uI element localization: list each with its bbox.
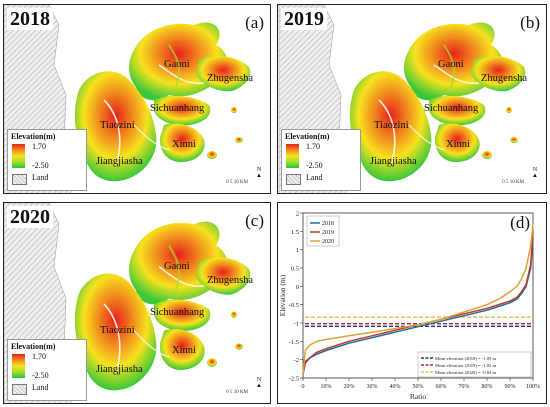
land-swatch [12, 384, 27, 395]
x-tick-label: 90% [505, 384, 516, 390]
mean-legend [417, 351, 532, 378]
x-tick-label: 50% [413, 384, 424, 390]
y-tick-label: 1.5 [291, 229, 299, 236]
legend-high: 1.70 [32, 352, 46, 361]
legend-high: 1.70 [32, 142, 46, 151]
land-swatch [12, 174, 27, 185]
mean-legend-entry: Mean elevation (2019) = -1.02 m [435, 363, 496, 368]
place-xinni: Xinni [172, 139, 196, 150]
elevation-gradient [12, 354, 25, 378]
place-tiaozini: Tiaozini [374, 120, 409, 131]
legend-land: Land [32, 383, 49, 392]
y-tick-label: 0.5 [291, 266, 299, 273]
legend-entry: 2019 [322, 230, 334, 236]
place-sichuanhang: Sichuanhang [150, 103, 205, 114]
chart-svg: 21.510.50-0.5-1-1.5-2-2.50 10% 20% 30% 40% 50… [278, 211, 540, 402]
place-sichuanhang: Sichuanhang [424, 103, 479, 114]
panel-letter: (d) [510, 213, 530, 232]
year-label: 2019 [281, 8, 327, 30]
y-tick-label: 2 [296, 211, 299, 218]
x-tick-label: 0 [302, 384, 305, 390]
legend-title: Elevation(m) [285, 132, 330, 141]
place-jiangjiasha: Jiangjiasha [370, 156, 417, 167]
panel-letter: (b) [520, 13, 540, 32]
y-tick-label: -1.5 [289, 339, 299, 346]
place-tiaozini: Tiaozini [100, 120, 135, 131]
legend-low: -2.50 [32, 161, 49, 170]
x-tick-label: 70% [459, 384, 470, 390]
place-zhugensha: Zhugensha [207, 275, 254, 286]
place-jiangjiasha: Jiangjiasha [96, 364, 143, 375]
x-tick-label: 40% [390, 384, 401, 390]
y-axis-label: Elevation (m) [278, 274, 287, 316]
north-arrow-icon: N ▲ [256, 167, 262, 179]
panel-letter: (c) [245, 211, 264, 230]
map-panel-2020: 2020 (c) Gaoni Zhugensha Sichuanhang Tia… [3, 202, 271, 404]
mean-legend-entry: Mean elevation (2020) = -0.84 m [435, 370, 496, 375]
x-tick-label: 30% [367, 384, 378, 390]
y-tick-label: -0.5 [289, 302, 299, 309]
elevation-legend: Elevation(m) 1.70 -2.50 Land [7, 339, 87, 401]
legend-low: -2.50 [32, 371, 49, 380]
scale-bar: 0 5 10 KM [226, 180, 248, 185]
north-arrow-icon: N ▲ [532, 167, 538, 179]
mean-legend-entry: Mean elevation (2018) = -1.09 m [435, 356, 496, 361]
elevation-gradient [286, 144, 299, 168]
year-label: 2020 [7, 206, 53, 228]
place-xinni: Xinni [172, 345, 196, 356]
x-tick-label: 20% [344, 384, 355, 390]
place-zhugensha: Zhugensha [207, 73, 254, 84]
elevation-legend: Elevation(m) 1.70 -2.50 Land [281, 129, 361, 191]
map-panel-2018: 2018 (a) Gaoni Zhugensha Sichuanhang Tia… [3, 4, 271, 194]
place-gaoni: Gaoni [164, 59, 190, 70]
y-tick-label: -2 [294, 357, 299, 364]
elevation-gradient [12, 144, 25, 168]
series-line-2018 [302, 238, 534, 375]
legend-title: Elevation(m) [11, 132, 56, 141]
legend-high: 1.70 [306, 142, 320, 151]
scale-bar: 0 5 10 KM [226, 390, 248, 395]
place-xinni: Xinni [446, 139, 470, 150]
legend-title: Elevation(m) [11, 342, 56, 351]
legend-land: Land [306, 173, 323, 182]
x-tick-label: 10% [321, 384, 332, 390]
elevation-ratio-chart: 2 1.5 1 0.5 0 -0.5 -1 -1.5 -2 -2.5 0 10% 20% 30% 40% 50… [277, 202, 547, 404]
map-panel-2019: 2019 (b) Gaoni Zhugensha Sichuanhang Tia… [277, 4, 547, 194]
legend-entry: 2018 [322, 221, 334, 227]
legend-low: -2.50 [306, 161, 323, 170]
x-axis-label: Ratio [410, 392, 426, 401]
x-tick-label: 80% [482, 384, 493, 390]
y-tick-label: 0 [296, 284, 299, 291]
place-tiaozini: Tiaozini [100, 325, 135, 336]
place-jiangjiasha: Jiangjiasha [96, 156, 143, 167]
scale-bar: 0 5 10 KM [502, 180, 524, 185]
north-arrow-icon: N ▲ [256, 377, 262, 389]
elevation-legend: Elevation(m) 1.70 -2.50 Land [7, 129, 87, 191]
series-line-2020 [302, 223, 534, 375]
y-tick-label: 1 [296, 247, 299, 254]
y-tick-label: -1 [294, 321, 299, 328]
legend-land: Land [32, 173, 49, 182]
legend-entry: 2020 [322, 239, 334, 245]
x-tick-label: 100% [526, 384, 540, 390]
year-label: 2018 [7, 8, 53, 30]
place-zhugensha: Zhugensha [481, 73, 528, 84]
y-tick-label: -2.5 [289, 376, 299, 383]
plot-frame [302, 212, 534, 379]
place-gaoni: Gaoni [438, 59, 464, 70]
x-tick-label: 60% [436, 384, 447, 390]
panel-letter: (a) [245, 13, 264, 32]
place-gaoni: Gaoni [164, 261, 190, 272]
place-sichuanhang: Sichuanhang [150, 307, 205, 318]
land-swatch [286, 174, 301, 185]
